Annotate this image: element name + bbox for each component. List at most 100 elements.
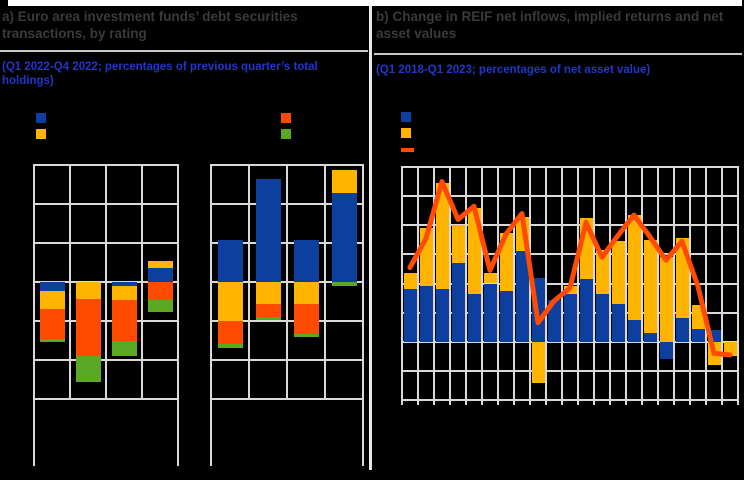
bar-segment-series-orange: [39, 308, 65, 339]
bar-segment-series-amber: [419, 228, 433, 287]
bar-segment-series-green: [293, 334, 319, 337]
bar-segment-series-blue: [659, 341, 673, 360]
bar-segment-series-amber: [611, 241, 625, 304]
bar-segment-series-orange: [75, 299, 101, 356]
bar-segment-series-green: [255, 317, 281, 320]
panel-b-legend-swatch-amber: [401, 128, 411, 138]
gridline-vertical: [69, 164, 71, 400]
bar-segment-series-blue: [643, 333, 657, 342]
bar-segment-series-blue: [499, 290, 513, 342]
bar-segment-series-amber: [435, 183, 449, 290]
gridline-vertical: [141, 164, 143, 400]
bar-segment-series-amber: [467, 207, 481, 294]
bar-segment-series-blue: [111, 282, 137, 286]
bar-segment-series-blue: [707, 330, 721, 342]
bar-segment-series-amber: [723, 341, 737, 357]
bar-segment-series-amber: [595, 250, 609, 294]
gridline-vertical: [105, 164, 107, 400]
bar-segment-series-orange: [255, 304, 281, 318]
gridline-vertical: [362, 164, 364, 466]
gridline-vertical: [33, 164, 35, 466]
bar-segment-series-amber: [217, 282, 243, 321]
gridline-vertical: [324, 164, 326, 400]
panel-b-title: b) Change in REIF net inflows, implied r…: [376, 9, 724, 41]
bar-segment-series-amber: [331, 170, 357, 194]
panel-b-legend-line-marker: [401, 148, 414, 152]
bar-segment-series-blue: [39, 282, 65, 291]
top-border-bar: [8, 0, 742, 6]
bar-segment-series-amber: [643, 239, 657, 333]
bar-segment-series-blue: [419, 286, 433, 342]
bar-segment-series-amber: [707, 341, 721, 366]
gridline-vertical: [210, 164, 212, 466]
bar-segment-series-green: [39, 338, 65, 342]
gridline-vertical: [545, 166, 547, 405]
gridline-vertical: [721, 166, 723, 405]
bar-segment-series-blue: [515, 251, 529, 342]
bar-segment-series-green: [111, 341, 137, 357]
panel-a-legend-swatch-orange: [281, 113, 291, 123]
bar-segment-series-blue: [255, 179, 281, 282]
bar-segment-series-amber: [403, 273, 417, 290]
bar-segment-series-amber: [111, 285, 137, 300]
bar-segment-series-blue: [403, 289, 417, 342]
gridline-horizontal: [401, 399, 739, 401]
bar-segment-series-blue: [675, 318, 689, 342]
bar-segment-series-amber: [627, 215, 641, 320]
panel-divider: [369, 6, 372, 470]
bar-segment-series-green: [331, 282, 357, 286]
gridline-horizontal: [401, 369, 739, 372]
bar-segment-series-amber: [451, 225, 465, 264]
gridline-vertical: [248, 164, 250, 400]
bar-segment-series-amber: [147, 260, 173, 268]
panel-a-title: a) Euro area investment funds’ debt secu…: [2, 9, 298, 41]
bar-segment-series-amber: [499, 232, 513, 291]
bar-segment-series-orange: [293, 304, 319, 335]
bar-segment-series-amber: [691, 305, 705, 329]
bar-segment-series-blue: [611, 303, 625, 342]
panel-a-legend-swatch-amber: [36, 129, 46, 139]
bar-segment-series-orange: [111, 299, 137, 342]
panel-b-legend-swatch-blue: [401, 112, 411, 122]
bar-segment-series-blue: [331, 193, 357, 282]
bar-segment-series-blue: [531, 277, 545, 342]
bar-segment-series-amber: [75, 282, 101, 300]
bar-segment-series-green: [147, 300, 173, 313]
gridline-vertical: [177, 164, 179, 466]
gridline-vertical: [401, 166, 403, 405]
gridline-vertical: [705, 166, 707, 405]
bar-segment-series-amber: [293, 282, 319, 305]
bar-segment-series-amber: [659, 257, 673, 342]
bar-segment-series-blue: [293, 239, 319, 282]
gridline-vertical: [737, 166, 739, 405]
panel-a-legend-swatch-blue: [36, 113, 46, 123]
gridline-horizontal: [401, 166, 739, 168]
bar-segment-series-amber: [531, 341, 545, 383]
bar-segment-series-blue: [691, 328, 705, 342]
bar-segment-series-blue: [435, 289, 449, 342]
panel-b-title-separator: [374, 53, 742, 55]
bar-segment-series-blue: [217, 239, 243, 282]
bar-segment-series-blue: [579, 279, 593, 342]
panel-a-legend-swatch-green: [281, 129, 291, 139]
gridline-vertical: [286, 164, 288, 400]
panel-b-subtitle: (Q1 2018-Q1 2023; percentages of net ass…: [376, 64, 651, 76]
bar-segment-series-amber: [255, 282, 281, 305]
bar-segment-series-amber: [563, 286, 577, 294]
bar-segment-series-blue: [563, 293, 577, 342]
bar-segment-series-orange: [147, 282, 173, 301]
bar-segment-series-amber: [39, 290, 65, 309]
bar-segment-series-blue: [467, 293, 481, 342]
bar-segment-series-blue: [483, 283, 497, 342]
bar-segment-series-amber: [483, 273, 497, 284]
bar-segment-series-green: [217, 344, 243, 348]
bar-segment-series-orange: [217, 321, 243, 345]
bar-segment-series-blue: [595, 293, 609, 342]
bar-segment-series-blue: [147, 267, 173, 282]
bar-segment-series-blue: [451, 263, 465, 342]
bar-segment-series-amber: [579, 217, 593, 280]
bar-segment-series-amber: [675, 238, 689, 319]
bar-segment-series-green: [75, 355, 101, 383]
bar-segment-series-amber: [515, 216, 529, 252]
